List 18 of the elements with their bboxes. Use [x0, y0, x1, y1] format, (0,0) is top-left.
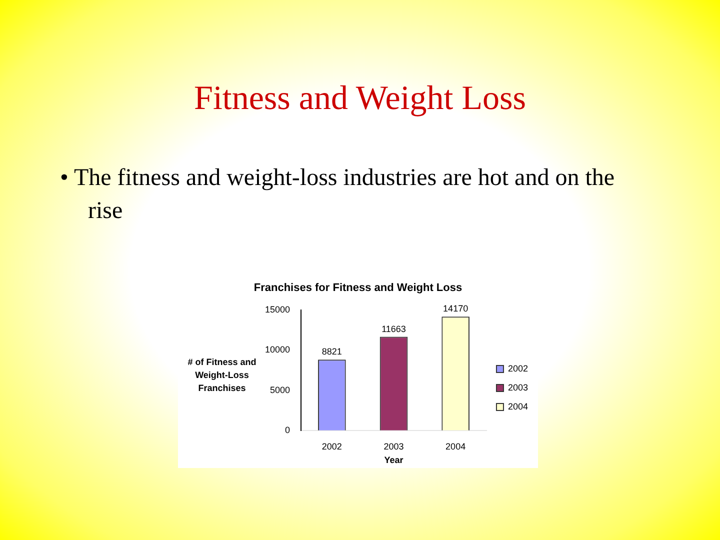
y-tick-label: 5000 [270, 384, 290, 395]
data-label: 8821 [322, 346, 342, 357]
chart-subtitle: Franchises for Fitness and Weight Loss [252, 282, 464, 294]
y-tick-label: 0 [285, 424, 290, 435]
x-tick-label: 2004 [446, 441, 466, 452]
data-label: 11663 [382, 324, 406, 334]
y-tick-label: 10000 [264, 344, 290, 355]
x-axis-title: Year [384, 455, 404, 466]
x-tick-label: 2003 [384, 441, 404, 452]
y-tick-label: 15000 [264, 304, 290, 314]
chart-title: Fitness and Weight Loss [193, 80, 527, 118]
legend-label: 2002 [508, 363, 528, 374]
legend-label: 2004 [508, 401, 528, 412]
data-label: 14170 [443, 304, 468, 314]
x-tick-label: 2002 [322, 441, 342, 452]
y-axis-title: # of Fitness and Weight-Loss Franchises [186, 356, 258, 395]
legend-label: 2003 [508, 382, 528, 392]
text: • The fitness and weight-loss industries are hot and on the rise [60, 164, 616, 226]
